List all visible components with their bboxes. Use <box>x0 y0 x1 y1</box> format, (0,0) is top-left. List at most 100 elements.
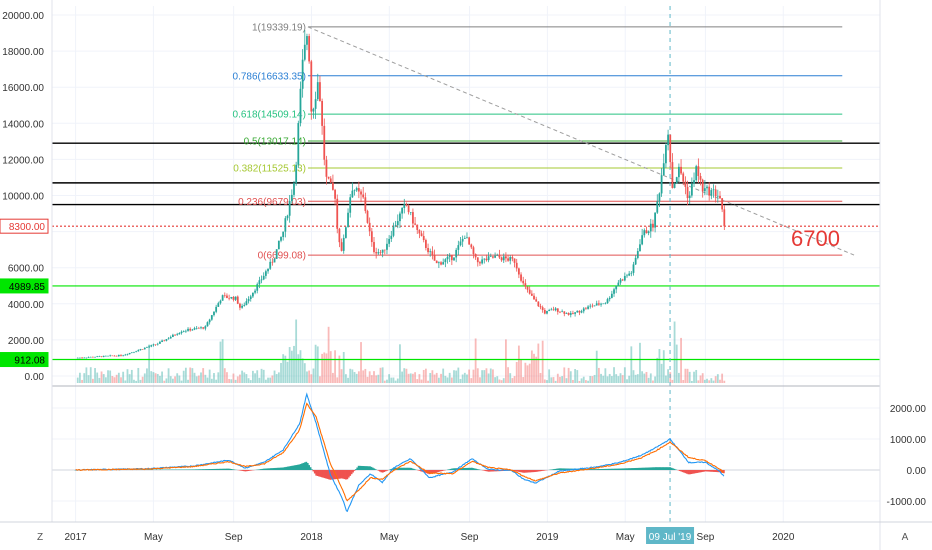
candle-body <box>176 334 179 335</box>
candle-body <box>85 357 88 359</box>
candle-body <box>310 61 313 112</box>
time-tick-label: Sep <box>697 532 715 543</box>
volume-bar <box>701 373 704 383</box>
histogram-bar <box>347 470 350 478</box>
histogram-bar <box>193 469 196 470</box>
price-tick-label: 20000.00 <box>2 11 44 22</box>
candle-body <box>213 311 215 316</box>
candle-body <box>600 303 602 305</box>
histogram-bar <box>434 470 436 473</box>
candle-body <box>262 275 265 280</box>
histogram-bar <box>442 470 445 471</box>
candle-body <box>671 162 674 188</box>
volume-bar <box>623 367 626 383</box>
candle-body <box>200 327 202 329</box>
volume-bar <box>688 371 691 383</box>
candle-body <box>321 100 324 126</box>
candle-body <box>230 296 233 299</box>
histogram-bar <box>286 466 289 470</box>
histogram-bar <box>717 470 720 473</box>
volume-bar <box>247 378 250 383</box>
axis-auto-button-right[interactable]: A <box>902 532 909 543</box>
candle-body <box>275 249 278 259</box>
volume-bar <box>111 375 114 383</box>
volume-bar <box>511 378 514 383</box>
histogram-bar <box>558 468 561 470</box>
histogram-bar <box>703 470 705 472</box>
candle-body <box>271 261 274 263</box>
trend-line[interactable] <box>307 26 855 256</box>
candle-body <box>634 257 637 265</box>
volume-bar <box>673 321 676 383</box>
volume-bar <box>297 354 300 383</box>
histogram-bar <box>707 470 710 472</box>
volume-bar <box>416 379 419 383</box>
histogram-bar <box>704 470 707 472</box>
volume-bar <box>595 350 598 383</box>
histogram-bar <box>285 466 288 470</box>
volume-bar <box>386 379 388 383</box>
volume-bar <box>195 376 198 383</box>
volume-bar <box>325 353 328 383</box>
histogram-bar <box>649 467 652 470</box>
candle-body <box>329 178 332 183</box>
candle-body <box>137 350 140 352</box>
candle-body <box>537 301 540 307</box>
candle-body <box>403 204 406 208</box>
histogram-bar <box>367 466 370 470</box>
candle-body <box>243 305 246 306</box>
candle-body <box>267 268 269 272</box>
volume-bar <box>453 370 455 383</box>
fibonacci-retracement[interactable]: 1(19339.19) 0.786(16633.35) 0.618(14509.14… <box>233 22 843 262</box>
volume-bar <box>76 377 79 383</box>
volume-bar <box>593 374 596 383</box>
volume-bar <box>126 369 129 383</box>
volume-bar <box>368 371 371 383</box>
candle-body <box>308 36 311 62</box>
candle-body <box>567 312 570 315</box>
candle-body <box>595 303 598 306</box>
candle-body <box>673 183 676 188</box>
histogram-bar <box>274 467 277 470</box>
volume-bar <box>130 369 133 383</box>
histogram-bar <box>598 469 601 470</box>
axis-scale-button-left[interactable]: Z <box>37 532 43 543</box>
histogram-bar <box>705 470 708 472</box>
volume-bar <box>552 377 555 383</box>
price-tick-label: 4000.00 <box>8 300 45 311</box>
candle-body <box>148 346 151 348</box>
candle-body <box>301 59 304 89</box>
histogram-bar <box>664 467 667 470</box>
candle-body <box>591 305 594 307</box>
volume-bar <box>193 372 196 383</box>
candle-body <box>424 239 427 248</box>
histogram-bar <box>319 470 322 477</box>
volume-bar <box>606 376 609 383</box>
candle-body <box>277 240 280 250</box>
volume-bar <box>401 371 404 383</box>
volume-bar <box>277 372 280 383</box>
candle-body <box>602 303 605 305</box>
histogram-bar <box>308 465 311 470</box>
histogram-bar <box>380 470 383 473</box>
volume-bar <box>342 351 345 383</box>
histogram-bar <box>313 470 316 474</box>
histogram-bar <box>551 469 554 470</box>
candle-body <box>288 201 291 216</box>
candle-body <box>593 305 596 307</box>
candle-body <box>693 180 695 184</box>
time-tick-label: 2017 <box>64 532 87 543</box>
candle-body <box>658 193 661 202</box>
candle-body <box>552 309 555 311</box>
candle-body <box>226 295 228 298</box>
candle-body <box>379 252 382 253</box>
candle-body <box>418 229 421 234</box>
volume-bar <box>223 368 226 383</box>
candle-body <box>314 99 317 109</box>
candle-body <box>383 249 386 251</box>
candle-body <box>135 351 138 352</box>
volume-bar <box>316 346 319 383</box>
volume-bar <box>104 377 107 383</box>
volume-bar <box>115 374 118 383</box>
